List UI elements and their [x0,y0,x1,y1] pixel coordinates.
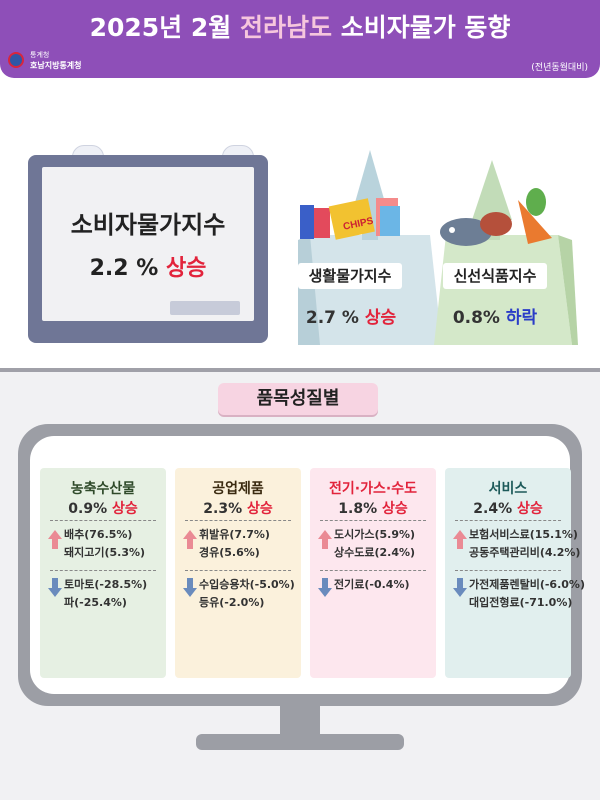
category-card-utilities: 전기·가스·수도 1.8% 상승 도시가스(5.9%) 상수도료(2.4%) 전기료(-… [310,468,436,678]
title-region: 전라남도 [239,13,332,42]
fall-item: 토마토(-28.5%) [64,578,148,591]
category-name: 서비스 [488,481,528,497]
arrow-down-stem [457,578,463,588]
category-value-line: 2.3% 상승 [175,498,301,518]
living-label: 생활물가지수 [298,263,402,289]
arrow-up-icon [318,530,332,539]
living-bag-illustration: CHIPS [298,150,442,345]
category-name: 전기·가스·수도 [329,481,417,497]
fall-item: 가전제품렌탈비(-6.0%) [469,578,585,591]
category-value: 0.9% [68,501,112,517]
category-direction: 상승 [516,501,543,517]
bottle-icon [300,205,314,239]
category-value: 2.4% [473,501,517,517]
fresh-bag-illustration [434,160,578,345]
category-direction: 상승 [111,501,138,517]
arrow-up-stem [322,539,328,549]
category-value-line: 1.8% 상승 [310,498,436,518]
arrow-down-icon [453,588,467,597]
section-title: 품목성질별 [218,383,378,415]
category-value: 2.3% [203,501,247,517]
cpi-label: 소비자물가지수 [70,211,226,239]
fall-item: 수입승용차(-5.0%) [199,578,295,591]
agency-name: 호남지방통계청 [30,61,82,70]
card-separator [185,570,291,571]
rise-item: 돼지고기(5.3%) [64,546,146,559]
card-separator [50,570,156,571]
card-separator [185,520,291,521]
fall-item: 파(-25.4%) [64,596,127,609]
rise-item: 상수도료(2.4%) [334,546,416,559]
carrot-icon [518,200,552,244]
arrow-up-icon [183,530,197,539]
fish-icon [440,218,492,246]
living-value-line: 2.7 % 상승 [296,303,406,328]
fresh-direction: 하락 [505,308,538,328]
category-value: 1.8% [338,501,382,517]
meat-icon [480,212,512,236]
rise-item: 경유(5.6%) [199,546,260,559]
card-separator [320,520,426,521]
fresh-bag-body [434,235,572,345]
agency-small-label: 통계청 [30,51,50,59]
arrow-up-icon [48,530,62,539]
cpi-value: 2.2 % [89,256,159,281]
arrow-up-stem [457,539,463,549]
monitor-base [196,734,404,750]
fall-item: 등유(-2.0%) [199,596,265,609]
category-value-line: 2.4% 상승 [445,498,571,518]
living-value: 2.7 % [305,308,359,328]
arrow-down-stem [322,578,328,588]
title-year-month: 2025년 2월 [89,13,232,42]
category-card-agri: 농축수산물 0.9% 상승 배추(76.5%) 돼지고기(5.3%) 토마토(-28.5… [40,468,166,678]
fresh-value-line: 0.8% 하락 [440,303,550,328]
living-direction: 상승 [364,308,397,328]
card-separator [50,520,156,521]
category-value-line: 0.9% 상승 [40,498,166,518]
arrow-down-stem [187,578,193,588]
category-direction: 상승 [381,501,408,517]
arrow-up-icon [453,530,467,539]
category-name: 공업제품 [212,481,264,497]
arrow-up-stem [52,539,58,549]
page-title: 2025년 2월 전라남도 소비자물가 동향 [0,8,600,44]
section-divider [0,368,600,372]
cpi-direction: 상승 [165,256,207,281]
arrow-down-icon [48,588,62,597]
rise-item: 휘발유(7.7%) [199,528,270,541]
category-card-services: 서비스 2.4% 상승 보험서비스료(15.1%) 공동주택관리비(4.2%) 가전제품… [445,468,585,678]
arrow-down-stem [52,578,58,588]
rise-item: 보험서비스료(15.1%) [469,528,578,541]
cpi-board-surface [42,167,254,321]
rise-item: 배추(76.5%) [64,528,133,541]
category-card-industrial: 공업제품 2.3% 상승 휘발유(7.7%) 경유(5.6%) 수입승용차(-5.0%)… [175,468,301,678]
agency-logo-icon [8,52,24,68]
title-topic: 소비자물가 동향 [340,13,511,42]
card-separator [455,570,561,571]
board-tray [170,301,240,315]
fall-item: 대입전형료(-71.0%) [469,596,573,609]
header-subbar [0,48,600,78]
rise-item: 도시가스(5.9%) [334,528,416,541]
fresh-arrow-icon [472,160,512,220]
arrow-up-stem [187,539,193,549]
fresh-label: 신선식품지수 [443,263,547,289]
comparison-note: (전년동월대비) [531,63,588,73]
card-separator [320,570,426,571]
card-separator [455,520,561,521]
arrow-down-icon [318,588,332,597]
cpi-value-line: 2.2 % 상승 [42,250,254,282]
category-direction: 상승 [246,501,273,517]
arrow-down-icon [183,588,197,597]
fall-item: 전기료(-0.4%) [334,578,410,591]
chips-icon [328,198,375,240]
monitor-stand [280,706,320,736]
living-bag-body [298,235,442,345]
fresh-value: 0.8% [452,308,500,328]
rise-item: 공동주택관리비(4.2%) [469,546,581,559]
category-name: 농축수산물 [70,481,136,497]
